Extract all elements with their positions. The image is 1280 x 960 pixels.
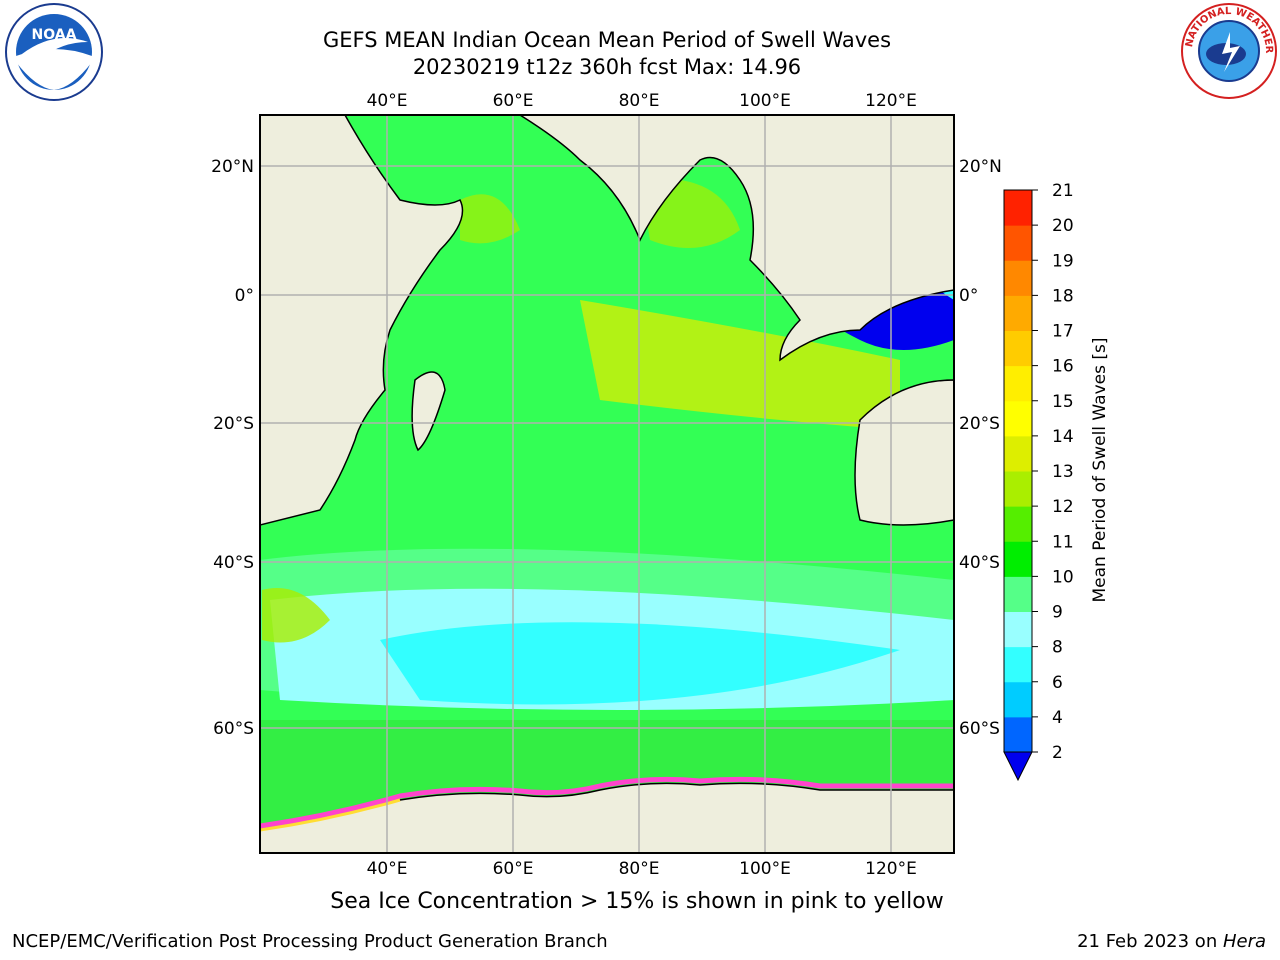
noaa-logo: NOAA bbox=[5, 3, 103, 101]
colorbar-segment bbox=[1004, 646, 1032, 683]
colorbar-tick-label: 13 bbox=[1052, 462, 1074, 482]
lon-labels: 40°E 60°E 80°E 100°E 120°E 40°E 60°E 80°… bbox=[367, 91, 917, 879]
lat-label-right: 40°S bbox=[959, 553, 1000, 573]
colorbar-segment bbox=[1004, 716, 1032, 753]
map-plot-area bbox=[260, 115, 954, 853]
colorbar-tick-label: 16 bbox=[1052, 357, 1074, 377]
chart-title: GEFS MEAN Indian Ocean Mean Period of Sw… bbox=[322, 28, 892, 52]
colorbar-tick-label: 8 bbox=[1052, 638, 1063, 658]
field-band-12s-arabian bbox=[460, 194, 520, 244]
lat-label-right: 20°S bbox=[959, 414, 1000, 434]
colorbar-segment bbox=[1004, 681, 1032, 718]
colorbar-segment bbox=[1004, 611, 1032, 648]
lat-label-right: 60°S bbox=[959, 719, 1000, 739]
field-band-13s bbox=[580, 300, 900, 430]
colorbar-tick-label: 20 bbox=[1052, 216, 1074, 236]
colorbar-tick-label: 17 bbox=[1052, 322, 1074, 342]
lat-label-left: 40°S bbox=[213, 553, 254, 573]
colorbar-segment bbox=[1004, 471, 1032, 507]
asia-land bbox=[518, 115, 954, 362]
australia-land bbox=[854, 379, 954, 526]
lat-label-right: 20°N bbox=[959, 157, 1002, 177]
colorbar-segment bbox=[1004, 365, 1032, 402]
lon-label-top: 80°E bbox=[619, 91, 660, 111]
colorbar-segment bbox=[1004, 295, 1032, 331]
lon-label-bottom: 100°E bbox=[739, 859, 791, 879]
svg-text:NOAA: NOAA bbox=[32, 27, 77, 43]
colorbar-tick-label: 9 bbox=[1052, 603, 1063, 623]
lat-labels: 20°N 0° 20°S 40°S 60°S 20°N 0° 20°S 40°S… bbox=[211, 157, 1002, 739]
colorbar-segment bbox=[1004, 506, 1032, 542]
colorbar-tick-label: 18 bbox=[1052, 286, 1074, 306]
lon-label-bottom: 80°E bbox=[619, 859, 660, 879]
lat-label-left: 60°S bbox=[213, 719, 254, 739]
colorbar-tick-label: 11 bbox=[1052, 532, 1074, 552]
colorbar-tick-label: 15 bbox=[1052, 392, 1074, 412]
lat-label-left: 20°N bbox=[211, 157, 254, 177]
lon-label-bottom: 120°E bbox=[865, 859, 917, 879]
colorbar-segment bbox=[1004, 330, 1032, 367]
lat-label-left: 20°S bbox=[213, 414, 254, 434]
sea-ice-edge bbox=[260, 776, 954, 829]
colorbar-tick-label: 4 bbox=[1052, 708, 1063, 728]
lat-label-right: 0° bbox=[959, 286, 978, 306]
colorbar-segment bbox=[1004, 435, 1032, 472]
colorbar-tick-label: 19 bbox=[1052, 251, 1074, 271]
footer-host: Hera bbox=[1222, 931, 1266, 952]
lon-label-top: 120°E bbox=[865, 91, 917, 111]
colorbar-segment bbox=[1004, 260, 1032, 296]
colorbar-under-arrow bbox=[1003, 751, 1033, 782]
lon-label-top: 40°E bbox=[367, 91, 408, 111]
sea-ice-edge-yellow bbox=[260, 798, 401, 832]
chart-subtitle: 20230219 t12z 360h fcst Max: 14.96 bbox=[412, 55, 802, 79]
colorbar-tick-label: 2 bbox=[1052, 743, 1063, 763]
colorbar-label: Mean Period of Swell Waves [s] bbox=[1090, 338, 1110, 603]
colorbar-tick-label: 12 bbox=[1052, 497, 1074, 517]
footer-credit: NCEP/EMC/Verification Post Processing Pr… bbox=[12, 931, 608, 952]
colorbar-tick-label: 21 bbox=[1052, 181, 1074, 201]
nws-logo: NATIONAL WEATHER SERVICE bbox=[1180, 2, 1277, 99]
map-frame bbox=[259, 114, 955, 854]
colorbar-segment bbox=[1004, 576, 1032, 612]
colorbar-segment bbox=[1004, 400, 1032, 437]
footer-date: 21 Feb 2023 on Hera bbox=[1077, 931, 1266, 952]
lon-label-top: 60°E bbox=[493, 91, 534, 111]
sea-ice-note: Sea Ice Concentration > 15% is shown in … bbox=[330, 889, 944, 914]
footer-date-text: 21 Feb 2023 on bbox=[1077, 931, 1223, 952]
colorbar-tick-label: 10 bbox=[1052, 567, 1074, 587]
colorbar-tick-label: 14 bbox=[1052, 427, 1074, 447]
colorbar: 2 4 6 8 9 10 11 12 13 14 15 16 17 18 19 20 21 bbox=[1003, 181, 1074, 782]
madagascar-land bbox=[411, 371, 446, 452]
colorbar-tick-label: 6 bbox=[1052, 673, 1063, 693]
lon-label-top: 100°E bbox=[739, 91, 791, 111]
field-band-12s-west bbox=[262, 588, 330, 643]
colorbar-segment bbox=[1004, 541, 1032, 577]
colorbar-segment bbox=[1004, 225, 1032, 261]
lon-label-bottom: 40°E bbox=[367, 859, 408, 879]
lat-label-left: 0° bbox=[235, 286, 254, 306]
graticule bbox=[260, 115, 954, 853]
lon-label-bottom: 60°E bbox=[493, 859, 534, 879]
field-band-7s bbox=[380, 622, 900, 705]
colorbar-segment bbox=[1004, 190, 1032, 226]
